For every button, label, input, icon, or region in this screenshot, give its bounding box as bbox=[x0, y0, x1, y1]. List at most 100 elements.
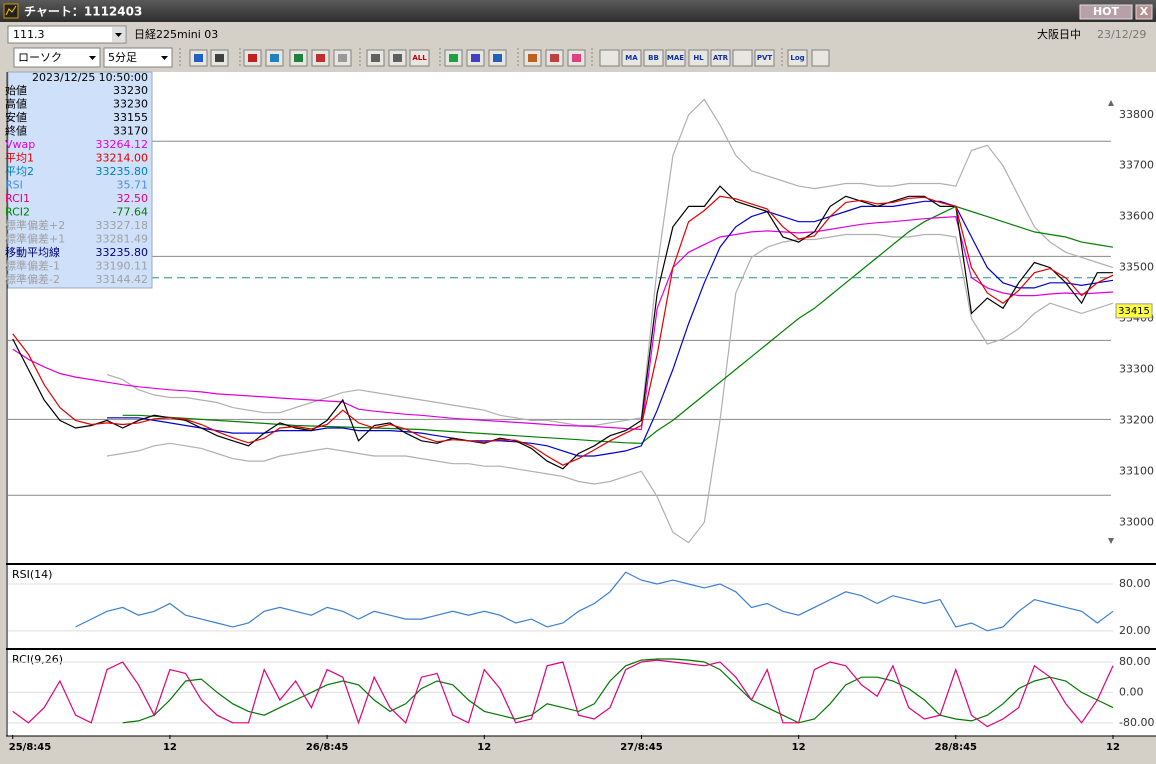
y-tick-label: 20.00 bbox=[1119, 624, 1151, 637]
window-title: チャート：1112403 bbox=[24, 5, 142, 19]
tool-glyph bbox=[338, 54, 347, 62]
info-label: 安値 bbox=[5, 110, 27, 124]
dropdown-arrow bbox=[115, 33, 122, 37]
tool-button[interactable] bbox=[688, 49, 709, 67]
hot-label[interactable]: HOT bbox=[1093, 5, 1120, 18]
tool-icon[interactable] bbox=[811, 49, 830, 67]
y-tick-label: 33600 bbox=[1119, 210, 1154, 223]
app-icon-glyph bbox=[5, 5, 17, 16]
tool-glyph bbox=[493, 54, 502, 62]
y-tick-label: 33300 bbox=[1119, 362, 1154, 375]
close-label[interactable]: X bbox=[1140, 5, 1149, 18]
info-value: 33230 bbox=[113, 98, 148, 111]
tool-button[interactable] bbox=[643, 49, 664, 67]
tool-glyph bbox=[471, 54, 480, 62]
tool-button-label[interactable]: MAE bbox=[667, 54, 684, 62]
info-label: 標準偏差+1 bbox=[5, 232, 65, 246]
tool-button[interactable] bbox=[754, 49, 775, 67]
close-button[interactable] bbox=[1135, 4, 1153, 20]
tool-button-label[interactable]: BB bbox=[648, 54, 659, 62]
info-value: -77.64 bbox=[113, 206, 148, 219]
info-label: 平均1 bbox=[5, 152, 34, 165]
info-label: 移動平均線 bbox=[5, 245, 60, 259]
x-tick-label: 27/8:45 bbox=[620, 742, 662, 753]
x-tick-label: 28/8:45 bbox=[935, 742, 977, 753]
info-label: 平均2 bbox=[5, 165, 34, 178]
code-text[interactable]: 111.3 bbox=[13, 28, 45, 41]
info-label: RCI2 bbox=[5, 206, 30, 219]
tool-button-label[interactable]: ATR bbox=[713, 54, 729, 62]
x-tick-label: 12 bbox=[792, 742, 806, 753]
info-label: 始値 bbox=[5, 83, 27, 97]
info-panel bbox=[7, 71, 153, 289]
tool-glyph bbox=[393, 54, 402, 62]
info-value: 33281.49 bbox=[96, 233, 149, 246]
info-value: 33235.80 bbox=[96, 246, 149, 259]
tool-glyph bbox=[371, 54, 380, 62]
y-tick-label: 0.00 bbox=[1119, 685, 1144, 698]
title-bar bbox=[0, 0, 1156, 22]
last-price-label: 33415 bbox=[1118, 306, 1150, 317]
info-label: 高値 bbox=[5, 97, 27, 111]
tool-button-label[interactable]: PVT bbox=[757, 54, 773, 62]
info-label: RCI1 bbox=[5, 192, 30, 205]
tool-button[interactable] bbox=[710, 49, 731, 67]
info-date: 2023/12/25 bbox=[32, 71, 95, 84]
tool-glyph bbox=[270, 54, 279, 62]
tool-glyph bbox=[550, 54, 559, 62]
hot-button[interactable] bbox=[1079, 4, 1133, 20]
tool-icon[interactable] bbox=[732, 49, 753, 67]
tool-icon[interactable] bbox=[599, 49, 620, 67]
chart-type-select[interactable] bbox=[13, 47, 101, 68]
y-tick-label: 33200 bbox=[1119, 413, 1154, 426]
session: 大阪日中 bbox=[1037, 27, 1081, 41]
plot: 3300033100332003330033400335003360033700… bbox=[8, 98, 1154, 753]
series-line bbox=[122, 658, 1114, 724]
tool-button-label[interactable]: ALL bbox=[412, 54, 427, 62]
tool-button[interactable] bbox=[787, 49, 808, 67]
tool-button-label[interactable]: Log bbox=[790, 54, 804, 62]
y-tick-label: 33000 bbox=[1119, 515, 1154, 528]
tool-glyph bbox=[316, 54, 325, 62]
x-tick-label: 25/8:45 bbox=[9, 742, 51, 753]
y-tick-label: 33500 bbox=[1119, 261, 1154, 274]
info-time: 10:50:00 bbox=[99, 71, 148, 84]
x-tick-label: 12 bbox=[1106, 742, 1120, 753]
info-value: 33155 bbox=[113, 111, 148, 124]
info-value: 35.71 bbox=[117, 179, 149, 192]
interval-select[interactable] bbox=[103, 47, 173, 68]
info-label: 標準偏差-1 bbox=[5, 259, 60, 273]
info-value: 33235.80 bbox=[96, 165, 149, 178]
scroll-marker bbox=[1108, 100, 1114, 106]
series-line bbox=[106, 233, 1114, 544]
scroll-marker bbox=[1108, 538, 1114, 544]
last-price-box bbox=[1115, 303, 1153, 319]
y-tick-label: 80.00 bbox=[1119, 577, 1151, 590]
dropdown-arrow bbox=[161, 56, 168, 60]
info-value: 33214.00 bbox=[96, 152, 149, 165]
info-rows: 始値 33230 高値 33230 安値 33155 終値 33170 Vwap 33264.12… bbox=[5, 83, 148, 286]
tool-glyph bbox=[248, 54, 257, 62]
series-line bbox=[12, 215, 1114, 431]
tool-button-label[interactable]: MA bbox=[625, 54, 638, 62]
series-line bbox=[75, 571, 1114, 632]
tool-button[interactable] bbox=[621, 49, 642, 67]
x-tick-label: 26/8:45 bbox=[306, 742, 348, 753]
tool-button[interactable] bbox=[665, 49, 686, 67]
x-tick-label: 12 bbox=[163, 742, 177, 753]
chart-type-text[interactable]: ローソク bbox=[18, 51, 62, 64]
tool-button[interactable] bbox=[409, 49, 430, 67]
tool-glyph bbox=[194, 54, 203, 62]
info-label: 標準偏差+2 bbox=[5, 218, 65, 232]
code-input[interactable] bbox=[7, 25, 127, 44]
toolbar-icons: ALL MA BB MAE HL ATR PVT Log bbox=[179, 48, 830, 68]
y-tick-label: 80.00 bbox=[1119, 655, 1151, 668]
tool-button-label[interactable]: HL bbox=[693, 54, 704, 62]
interval-text[interactable]: 5分足 bbox=[108, 51, 137, 64]
tool-glyph bbox=[572, 54, 581, 62]
series-line bbox=[106, 98, 1114, 427]
y-tick-label: 33700 bbox=[1119, 159, 1154, 172]
info-value: 33327.18 bbox=[96, 219, 149, 232]
y-tick-label: 33800 bbox=[1119, 108, 1154, 121]
